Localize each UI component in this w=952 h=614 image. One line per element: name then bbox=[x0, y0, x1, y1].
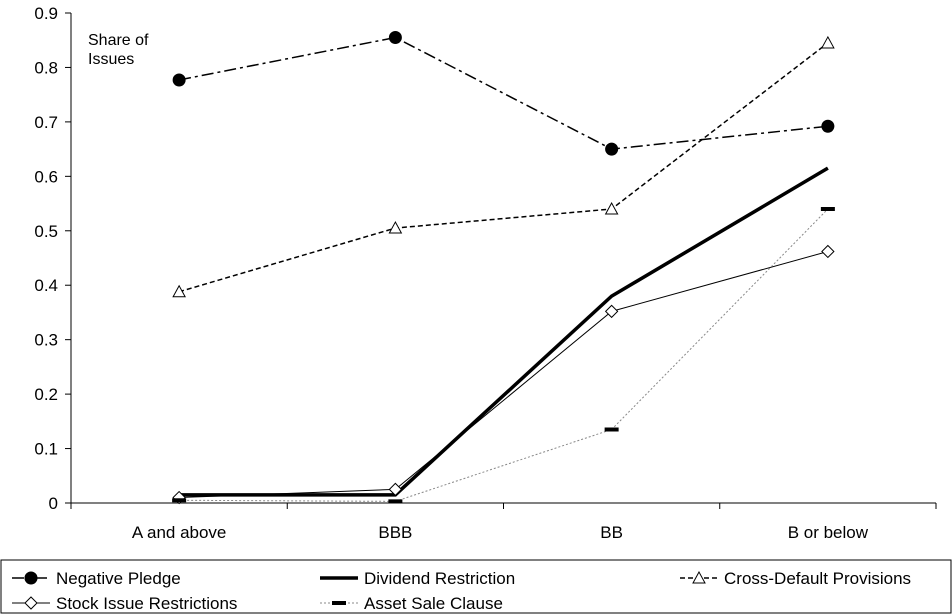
data-point bbox=[172, 73, 186, 87]
y-tick-label: 0.4 bbox=[34, 276, 58, 295]
y-tick-label: 0.9 bbox=[34, 4, 58, 23]
legend-item: Cross-Default Provisions bbox=[680, 569, 911, 588]
series-layer bbox=[172, 31, 835, 505]
legend-marker bbox=[24, 571, 38, 585]
data-point bbox=[604, 201, 619, 215]
legend-item: Stock Issue Restrictions bbox=[12, 594, 237, 613]
data-point bbox=[604, 304, 619, 319]
legend-box bbox=[0, 559, 952, 614]
legend-label: Stock Issue Restrictions bbox=[56, 594, 237, 613]
y-tick-label: 0.1 bbox=[34, 440, 58, 459]
chart-annotation-line-1: Share of bbox=[88, 32, 149, 49]
series-asset-sale-clause bbox=[172, 207, 835, 504]
data-point bbox=[388, 482, 403, 497]
legend-item: Dividend Restriction bbox=[320, 569, 515, 588]
series-negative-pledge bbox=[172, 31, 835, 156]
x-tick-label: A and above bbox=[132, 523, 227, 542]
legend-marker bbox=[692, 570, 706, 584]
x-tick-label: BB bbox=[600, 523, 623, 542]
series-line bbox=[179, 208, 829, 502]
data-point bbox=[388, 499, 403, 504]
data-point bbox=[821, 119, 835, 133]
legend-marker bbox=[332, 601, 346, 605]
data-point bbox=[820, 207, 835, 211]
legend-label: Dividend Restriction bbox=[364, 569, 515, 588]
y-tick-label: 0.6 bbox=[34, 167, 58, 186]
data-point bbox=[172, 284, 186, 298]
data-point bbox=[821, 35, 835, 49]
series-line bbox=[178, 42, 829, 293]
series-line bbox=[178, 36, 828, 150]
legend-item: Negative Pledge bbox=[12, 569, 181, 588]
y-tick-label: 0.7 bbox=[34, 113, 58, 132]
data-point bbox=[388, 221, 403, 234]
data-point bbox=[821, 244, 835, 259]
series-line bbox=[179, 166, 829, 497]
series-stock-issue-restrictions bbox=[172, 244, 835, 505]
data-point bbox=[605, 142, 619, 156]
data-point bbox=[172, 498, 187, 503]
y-tick-label: 0.5 bbox=[34, 222, 58, 241]
legend: Negative Pledge Dividend Restriction Cross… bbox=[0, 559, 952, 614]
legend-item: Asset Sale Clause bbox=[320, 594, 503, 613]
data-point bbox=[604, 427, 619, 432]
y-tick-label: 0.2 bbox=[34, 385, 58, 404]
y-tick-label: 0 bbox=[49, 494, 58, 513]
series-dividend-restriction bbox=[179, 166, 829, 497]
x-tick-label: BBB bbox=[378, 523, 412, 542]
y-tick-label: 0.8 bbox=[34, 58, 58, 77]
series-line bbox=[179, 250, 829, 499]
x-tick-label: B or below bbox=[788, 523, 869, 542]
legend-marker bbox=[24, 596, 38, 610]
data-point bbox=[388, 31, 402, 44]
y-tick-label: 0.3 bbox=[34, 331, 58, 350]
legend-label: Negative Pledge bbox=[56, 569, 181, 588]
series-cross-default-provisions bbox=[172, 35, 835, 298]
axes: 0 0.1 0.2 0.3 0.4 0.5 0.6 0.7 0.8 0.9 A and above B… bbox=[34, 4, 937, 542]
legend-label: Cross-Default Provisions bbox=[724, 569, 911, 588]
chart-annotation-line-2: Issues bbox=[88, 51, 134, 68]
legend-label: Asset Sale Clause bbox=[364, 594, 503, 613]
